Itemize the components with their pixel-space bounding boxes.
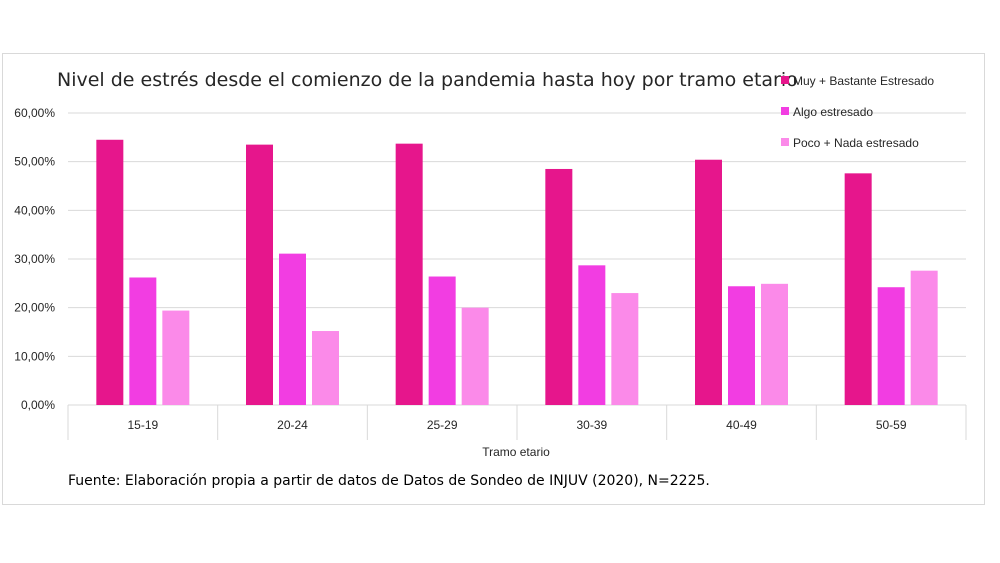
bars [96, 139, 938, 405]
bar-20-24-series-3 [312, 331, 339, 405]
x-axis-title: Tramo etario [482, 445, 550, 459]
bar-25-29-series-2 [428, 276, 456, 405]
legend-label: Algo estresado [793, 105, 873, 119]
legend-swatch [781, 138, 789, 146]
bar-20-24-series-1 [246, 144, 273, 405]
x-axis-tick-labels: 15-19 20-24 25-29 30-39 40-49 50-59 [127, 418, 906, 432]
legend-label: Poco + Nada estresado [793, 136, 919, 150]
chart-frame [2, 53, 985, 505]
bar-40-49-series-1 [695, 159, 722, 405]
x-tick-label: 30-39 [576, 418, 607, 432]
gridlines [67, 112, 967, 440]
x-tick-label: 40-49 [726, 418, 757, 432]
bar-50-59-series-1 [844, 173, 872, 405]
bar-50-59-series-2 [877, 287, 905, 405]
y-tick-label: 50,00% [14, 155, 55, 169]
bar-50-59-series-3 [910, 270, 938, 405]
x-tick-label: 20-24 [277, 418, 308, 432]
legend-label: Muy + Bastante Estresado [793, 74, 934, 88]
y-tick-label: 30,00% [14, 252, 55, 266]
bar-20-24-series-2 [279, 253, 306, 405]
bar-25-29-series-1 [395, 143, 423, 405]
bar-30-39-series-3 [611, 293, 639, 405]
x-tick-label: 25-29 [427, 418, 458, 432]
y-axis-tick-labels: 0,00% 10,00% 20,00% 30,00% 40,00% 50,00% 60,00… [14, 106, 55, 412]
y-tick-label: 10,00% [14, 349, 55, 363]
x-tick-label: 50-59 [876, 418, 907, 432]
bar-40-49-series-2 [728, 286, 755, 405]
bar-25-29-series-3 [461, 307, 489, 405]
bar-40-49-series-3 [761, 283, 788, 405]
bar-15-19-series-1 [96, 139, 124, 405]
legend-swatch [781, 76, 789, 84]
y-tick-label: 40,00% [14, 203, 55, 217]
bar-30-39-series-1 [545, 168, 573, 405]
bar-15-19-series-2 [129, 277, 157, 405]
y-tick-label: 20,00% [14, 301, 55, 315]
legend: Muy + Bastante Estresado Algo estresado Po… [781, 74, 934, 150]
y-tick-label: 0,00% [21, 398, 55, 412]
legend-swatch [781, 107, 789, 115]
y-tick-label: 60,00% [14, 106, 55, 120]
bar-15-19-series-3 [162, 310, 190, 405]
source-note: Fuente: Elaboración propia a partir de d… [68, 473, 710, 489]
bar-30-39-series-2 [578, 265, 606, 405]
x-tick-label: 15-19 [127, 418, 158, 432]
chart-title: Nivel de estrés desde el comienzo de la … [57, 69, 798, 91]
